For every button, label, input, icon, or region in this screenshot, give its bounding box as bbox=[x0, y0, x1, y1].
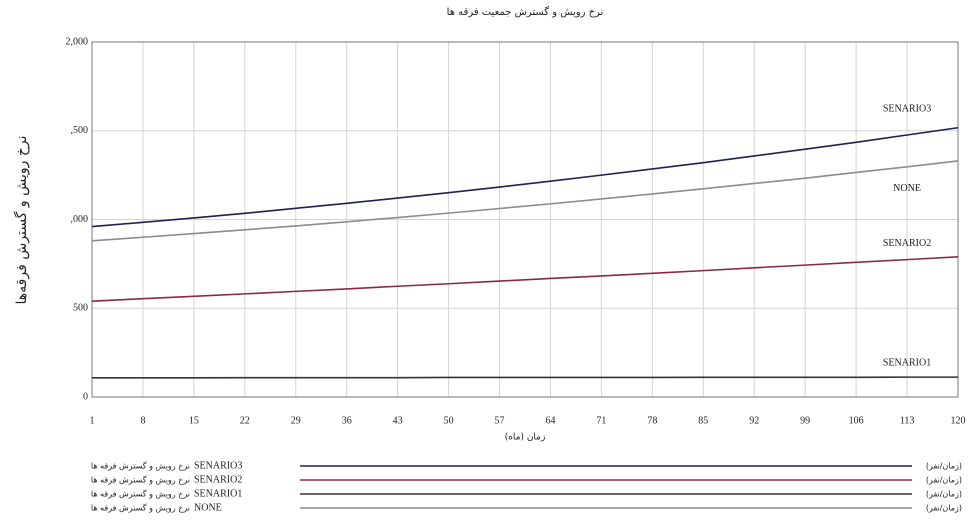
x-tick-label: 99 bbox=[800, 415, 810, 426]
legend-name: SENARIO3 bbox=[194, 460, 242, 471]
legend-unit: (زمان/نفر) bbox=[926, 462, 962, 471]
line-label: SENARIO3 bbox=[883, 103, 931, 114]
x-tick-label: 36 bbox=[342, 415, 352, 426]
legend-name: SENARIO1 bbox=[194, 488, 242, 499]
x-tick-label: 71 bbox=[596, 415, 606, 426]
line-label: NONE bbox=[893, 183, 921, 194]
chart-title: نرخ رویش و گسترش جمعیت فرقه ها bbox=[447, 6, 604, 18]
x-tick-label: 15 bbox=[189, 415, 199, 426]
legend-name: SENARIO2 bbox=[194, 474, 242, 485]
y-tick-label: ,000 bbox=[71, 214, 89, 225]
x-tick-label: 113 bbox=[900, 415, 915, 426]
series-line bbox=[91, 160, 959, 242]
line-label: SENARIO1 bbox=[883, 357, 931, 368]
legend-unit: (زمان/نفر) bbox=[926, 490, 962, 499]
x-tick-label: 1 bbox=[90, 415, 95, 426]
x-tick-label: 43 bbox=[393, 415, 403, 426]
x-tick-label: 8 bbox=[140, 415, 145, 426]
plot-frame bbox=[91, 41, 959, 398]
x-tick-label: 64 bbox=[545, 415, 555, 426]
x-tick-label: 22 bbox=[240, 415, 250, 426]
x-tick-label: 120 bbox=[951, 415, 966, 426]
legend-label: نرخ رویش و گسترش فرقه ها bbox=[91, 475, 190, 485]
x-tick-label: 57 bbox=[495, 415, 505, 426]
legend-unit: (زمان/نفر) bbox=[926, 504, 962, 513]
x-tick-label: 29 bbox=[291, 415, 301, 426]
legend-label: نرخ رویش و گسترش فرقه ها bbox=[91, 461, 190, 471]
series-line bbox=[92, 376, 958, 379]
legend-label: نرخ رویش و گسترش فرقه ها bbox=[91, 503, 190, 513]
legend-unit: (زمان/نفر) bbox=[926, 476, 962, 485]
x-tick-label: 50 bbox=[444, 415, 454, 426]
x-tick-label: 106 bbox=[849, 415, 864, 426]
x-axis-label: زمان (ماه) bbox=[505, 433, 546, 443]
series-line bbox=[91, 126, 959, 228]
legend-label: نرخ رویش و گسترش فرقه ها bbox=[91, 489, 190, 499]
series-line bbox=[91, 255, 959, 302]
y-tick-label: 0 bbox=[83, 391, 88, 402]
x-tick-label: 92 bbox=[749, 415, 759, 426]
legend-name: NONE bbox=[194, 502, 222, 513]
x-tick-label: 78 bbox=[647, 415, 657, 426]
y-tick-label: 2,000 bbox=[66, 36, 89, 47]
y-tick-label: ,500 bbox=[71, 125, 89, 136]
y-tick-label: 500 bbox=[73, 303, 88, 314]
y-axis-label: نرخ رویش و گسترش فرقه‌ها bbox=[13, 136, 30, 305]
x-tick-label: 85 bbox=[698, 415, 708, 426]
line-label: SENARIO2 bbox=[883, 238, 931, 249]
